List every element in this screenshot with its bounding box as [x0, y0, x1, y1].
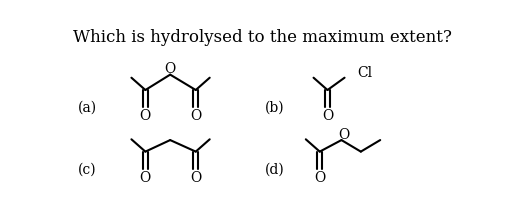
Text: (b): (b)	[265, 101, 285, 115]
Text: (a): (a)	[78, 101, 97, 115]
Text: O: O	[338, 128, 349, 142]
Text: Which is hydrolysed to the maximum extent?: Which is hydrolysed to the maximum exten…	[73, 29, 452, 46]
Text: O: O	[164, 62, 176, 76]
Text: (c): (c)	[78, 162, 97, 176]
Text: O: O	[190, 171, 201, 185]
Text: O: O	[190, 109, 201, 123]
Text: Cl: Cl	[357, 66, 372, 80]
Text: O: O	[140, 109, 151, 123]
Text: O: O	[314, 171, 325, 185]
Text: O: O	[140, 171, 151, 185]
Text: O: O	[322, 109, 333, 123]
Text: (d): (d)	[265, 162, 285, 176]
